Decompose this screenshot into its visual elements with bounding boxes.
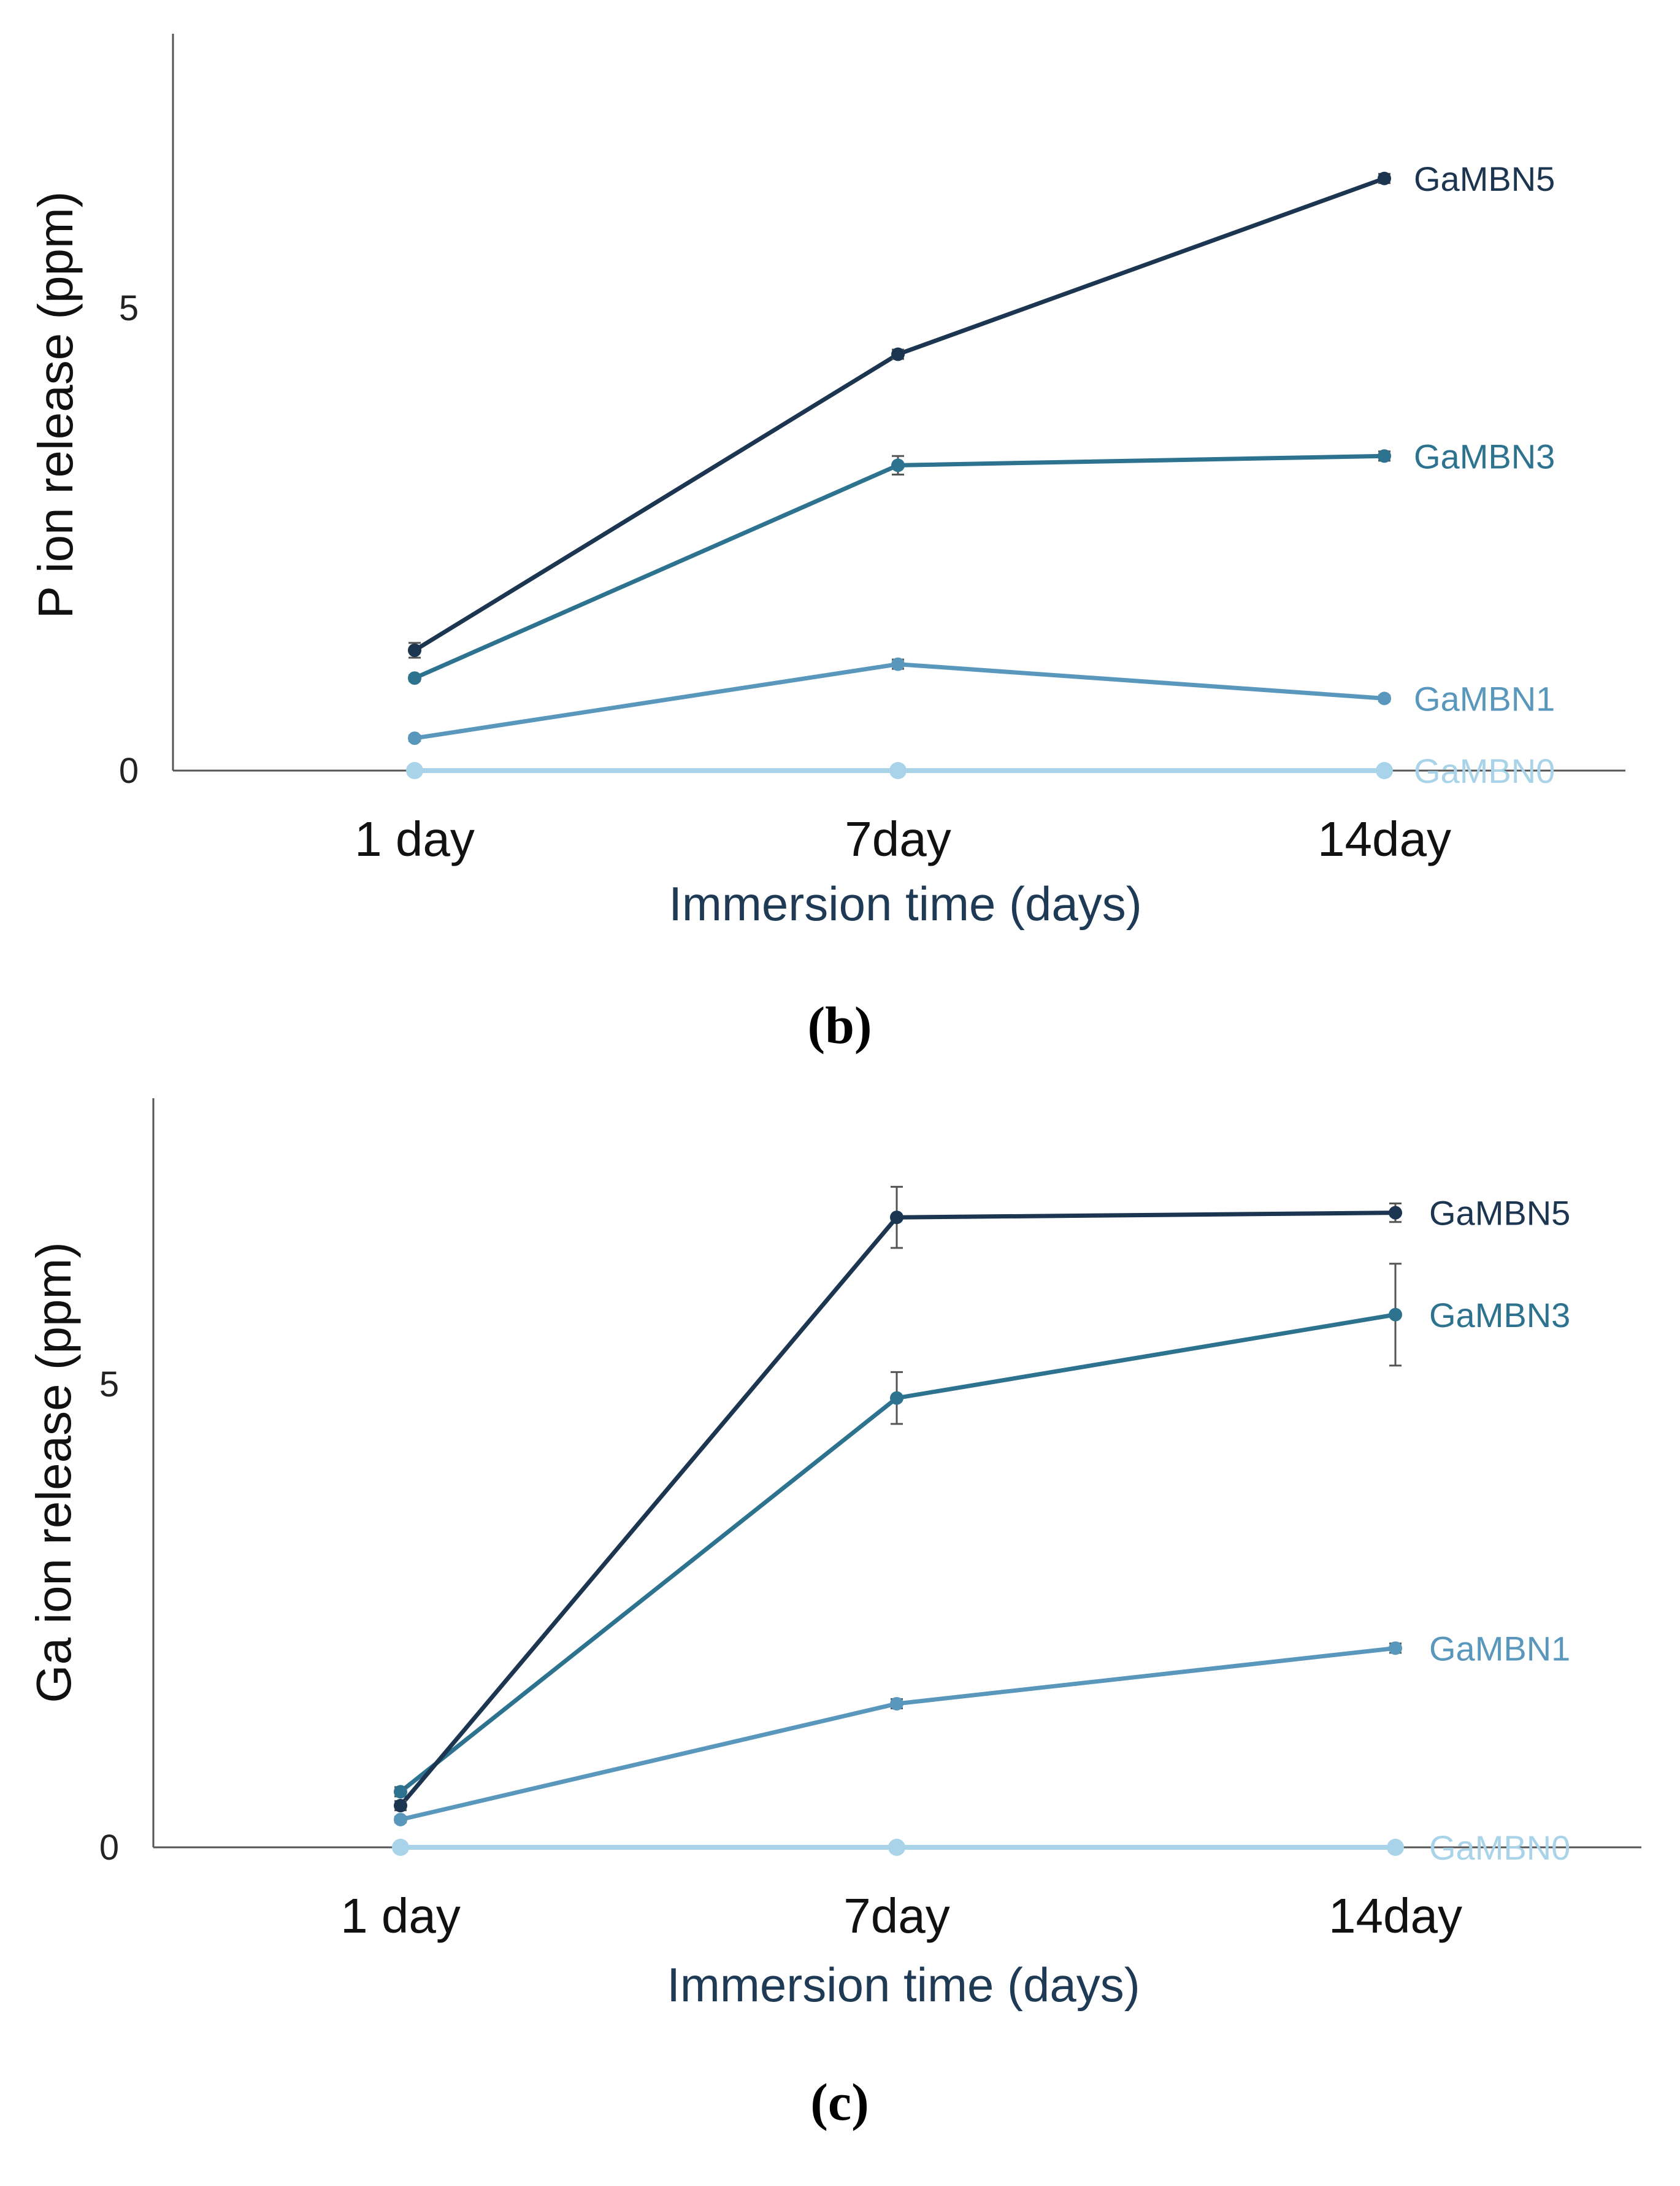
series-line	[412, 662, 1387, 741]
caption-b-open: (	[807, 996, 825, 1055]
x-axis-label: Immersion time (days)	[669, 877, 1141, 931]
chart-ga-ion-release: 0 5 1 day 7day 14day Immersion time (days) Ga …	[26, 1098, 1641, 2012]
caption-c-open: (	[810, 2072, 828, 2131]
series-label: GaMBN1	[1414, 679, 1555, 718]
chart-p-ion-release: 0 5 1 day 7day 14day Immersion time (days) P i…	[28, 34, 1625, 931]
x-tick-label: 1 day	[355, 812, 475, 866]
series-label: GaMBN0	[1414, 752, 1555, 790]
x-tick-label: 7day	[845, 812, 951, 866]
data-point	[408, 671, 421, 685]
series-gambn5: GaMBN5	[408, 160, 1555, 659]
series-label: GaMBN3	[1429, 1296, 1570, 1334]
series-label: GaMBN1	[1429, 1629, 1570, 1668]
series-gambn0: GaMBN0	[392, 1828, 1570, 1867]
y-axis-label: Ga ion release (ppm)	[26, 1242, 81, 1703]
data-point	[1389, 1307, 1402, 1322]
data-point	[406, 762, 423, 779]
series-gambn1: GaMBN1	[408, 657, 1555, 745]
panel-caption-b: (b)	[807, 996, 872, 1055]
data-point	[1389, 1206, 1402, 1220]
series-gambn3: GaMBN3	[408, 437, 1555, 685]
x-tick-label: 1 day	[340, 1888, 461, 1943]
data-point	[1378, 449, 1391, 463]
series-label: GaMBN5	[1429, 1194, 1570, 1233]
series-line	[398, 1312, 1398, 1794]
caption-b-letter: b	[825, 996, 854, 1055]
data-point	[890, 1391, 903, 1405]
data-point	[408, 731, 421, 745]
data-point	[1389, 1641, 1402, 1655]
series-line	[412, 453, 1387, 680]
data-point	[888, 1839, 905, 1856]
series-line	[398, 1210, 1398, 1808]
data-point	[889, 762, 907, 779]
data-point	[1378, 691, 1391, 706]
x-axis-label: Immersion time (days)	[667, 1958, 1140, 2012]
data-point	[891, 458, 905, 472]
data-point	[408, 643, 421, 657]
data-point	[392, 1839, 409, 1856]
data-point	[891, 347, 905, 361]
y-axis-label: P ion release (ppm)	[28, 191, 83, 619]
x-tick-label: 14day	[1329, 1888, 1462, 1943]
series-gambn3: GaMBN3	[394, 1263, 1570, 1799]
caption-b-close: )	[854, 996, 872, 1055]
series-label: GaMBN3	[1414, 437, 1555, 475]
data-point	[394, 1812, 407, 1826]
data-point	[394, 1799, 407, 1813]
data-point	[891, 657, 905, 671]
y-tick-label: 5	[119, 288, 139, 328]
data-point	[890, 1696, 903, 1711]
x-tick-label: 14day	[1318, 812, 1451, 866]
series-gambn1: GaMBN1	[394, 1629, 1570, 1826]
caption-c-close: )	[851, 2072, 869, 2131]
data-point	[1378, 171, 1391, 185]
data-point	[890, 1210, 903, 1225]
panel-caption-c: (c)	[810, 2072, 869, 2131]
y-tick-label: 0	[99, 1828, 119, 1868]
series-gambn5: GaMBN5	[394, 1185, 1570, 1813]
series-gambn0: GaMBN0	[406, 752, 1555, 790]
y-tick-label: 5	[99, 1364, 119, 1404]
series-label: GaMBN5	[1414, 160, 1555, 198]
caption-c-letter: c	[828, 2072, 851, 2131]
data-point	[1387, 1839, 1404, 1856]
series-line	[412, 176, 1387, 653]
series-label: GaMBN0	[1429, 1828, 1570, 1867]
x-tick-label: 7day	[843, 1888, 949, 1943]
y-tick-label: 0	[119, 751, 139, 791]
data-point	[394, 1785, 407, 1799]
data-point	[1376, 762, 1393, 779]
